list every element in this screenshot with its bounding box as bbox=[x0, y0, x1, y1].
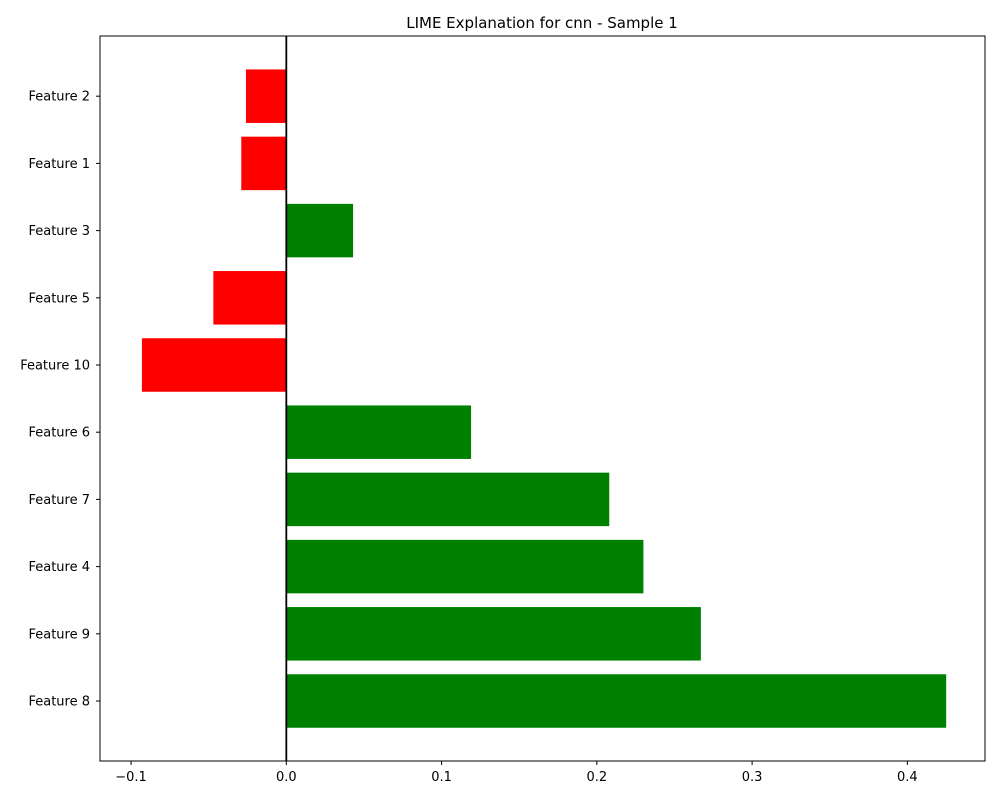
y-tick-label: Feature 5 bbox=[28, 291, 90, 306]
x-tick-label: 0.4 bbox=[897, 770, 918, 785]
bars-group bbox=[141, 69, 947, 728]
x-tick-label: −0.1 bbox=[115, 770, 147, 785]
y-tick-label: Feature 6 bbox=[28, 426, 90, 441]
x-tick-label: 0.2 bbox=[586, 770, 607, 785]
y-tick-label: Feature 10 bbox=[20, 359, 90, 374]
bar-feature-3 bbox=[286, 203, 354, 258]
bar-feature-2 bbox=[245, 69, 287, 123]
y-tick-label: Feature 1 bbox=[28, 157, 90, 172]
y-tick-label: Feature 7 bbox=[28, 493, 90, 508]
bar-feature-6 bbox=[286, 405, 472, 459]
bar-feature-9 bbox=[286, 607, 701, 661]
plot-area bbox=[99, 35, 986, 762]
y-tick-label: Feature 9 bbox=[28, 627, 90, 642]
x-tick-label: 0.1 bbox=[431, 770, 452, 785]
chart-title: LIME Explanation for cnn - Sample 1 bbox=[406, 14, 678, 32]
y-tick-label: Feature 3 bbox=[28, 224, 90, 239]
bar-feature-1 bbox=[241, 136, 287, 191]
bar-feature-7 bbox=[286, 472, 610, 527]
bar-feature-8 bbox=[286, 674, 947, 728]
y-tick-label: Feature 4 bbox=[28, 560, 90, 575]
bar-feature-5 bbox=[213, 271, 287, 325]
x-tick-label: 0.3 bbox=[742, 770, 763, 785]
y-tick-label: Feature 2 bbox=[28, 90, 90, 105]
x-tick-label: 0.0 bbox=[276, 770, 297, 785]
y-axis: Feature 8 Feature 9 Feature 4 Feature 7 Feat… bbox=[20, 90, 100, 710]
bar-feature-10 bbox=[141, 338, 287, 392]
bar-feature-4 bbox=[286, 539, 644, 594]
x-axis: −0.1 0.0 0.1 0.2 0.3 0.4 bbox=[115, 761, 918, 785]
y-tick-label: Feature 8 bbox=[28, 695, 90, 710]
